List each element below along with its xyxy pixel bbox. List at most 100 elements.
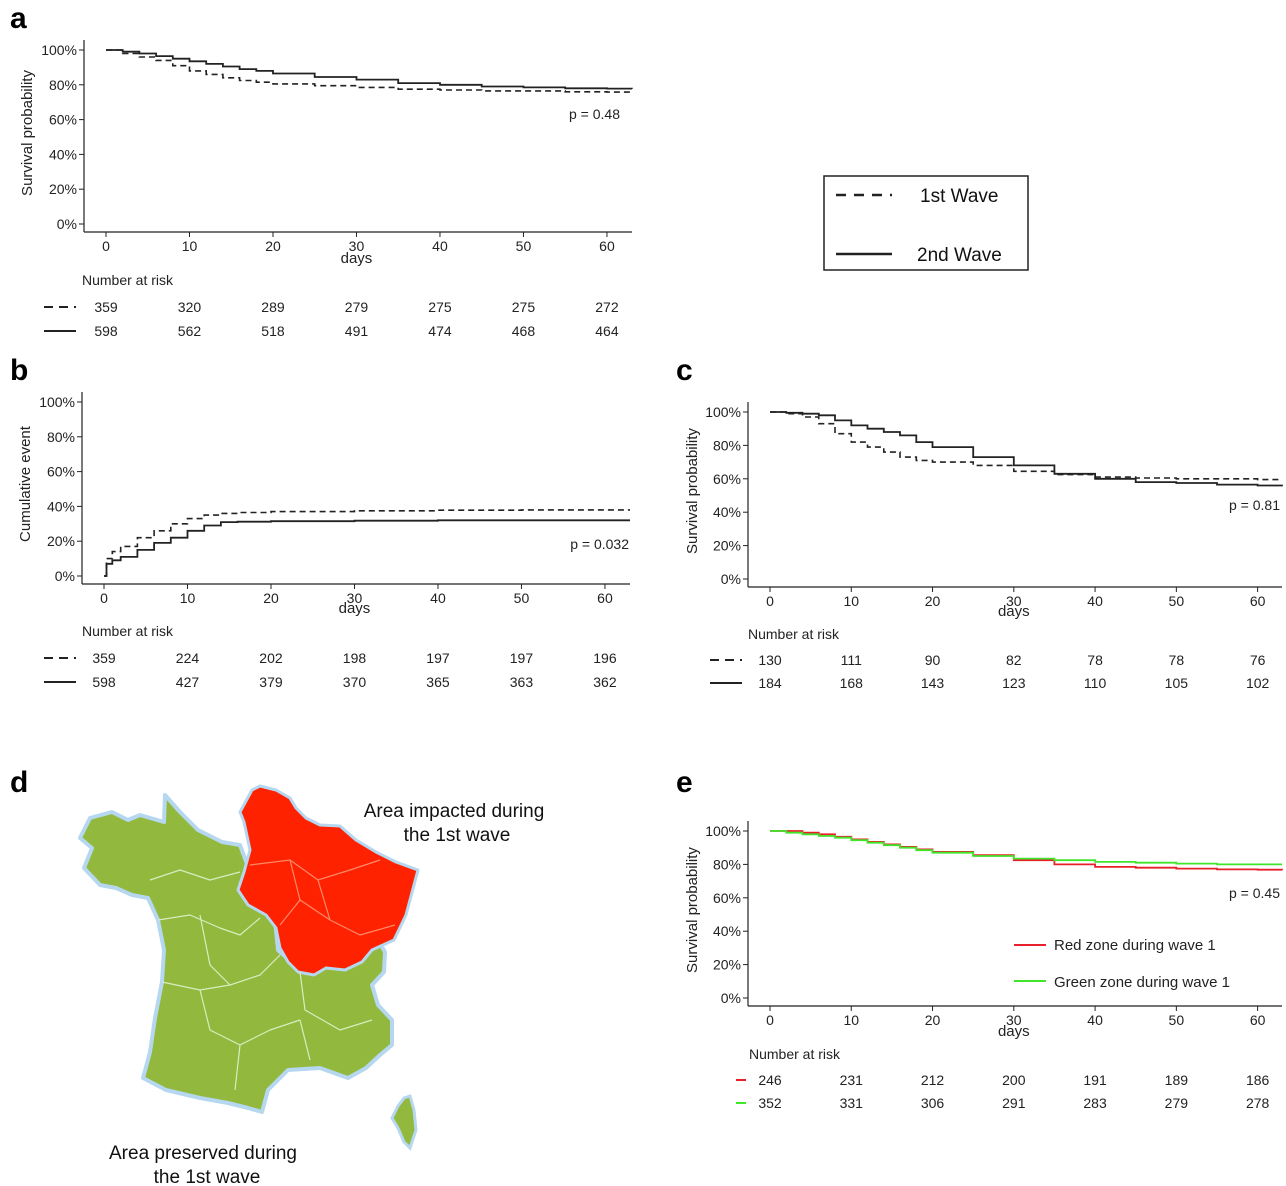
risk-value-c-1: 90 [925,652,941,668]
series-line-b-1 [104,509,630,577]
series-line-c-1 [770,411,1282,481]
y-tick-label-a: 80% [49,77,77,93]
y-tick-label-e: 20% [713,957,741,973]
risk-value-c-1: 82 [1006,652,1022,668]
zone-legend-green-label: Green zone during wave 1 [1054,974,1230,991]
map-corsica [390,1094,418,1151]
x-tick-label-e: 40 [1087,1012,1103,1028]
risk-value-e-1: 246 [758,1072,782,1088]
risk-table-title-a: Number at risk [82,272,174,288]
risk-value-a-2: 562 [178,323,202,339]
y-tick-label-b: 20% [47,533,75,549]
risk-value-b-1: 359 [92,650,116,666]
p-value-c: p = 0.81 [1229,497,1280,513]
x-tick-label-b: 40 [430,590,446,606]
y-tick-label-e: 100% [705,823,741,839]
x-tick-label-b: 60 [597,590,613,606]
zone-legend-red-label: Red zone during wave 1 [1054,937,1216,954]
x-tick-label-e: 10 [843,1012,859,1028]
chart-panel-a: 0% 20% 40% 60% 80% 100% 0 10 20 30 40 50 60 days Survi… [19,40,633,339]
wave-legend: 1st Wave 2nd Wave [823,175,1029,271]
risk-value-b-2: 598 [92,674,116,690]
series-line-c-2 [770,411,1283,487]
x-tick-label-a: 20 [265,238,281,254]
x-tick-label-b: 0 [100,590,108,606]
wave-legend-label-1st: 1st Wave [920,186,999,207]
risk-value-e-1: 200 [1002,1072,1026,1088]
y-tick-label-a: 40% [49,146,77,162]
x-tick-label-c: 30 [1006,593,1022,609]
risk-value-e-1: 191 [1083,1072,1107,1088]
risk-value-e-2: 278 [1246,1095,1270,1111]
risk-value-b-1: 198 [343,650,367,666]
x-tick-label-e: 50 [1169,1012,1185,1028]
y-tick-label-c: 100% [705,404,741,420]
p-value-e: p = 0.45 [1229,885,1280,901]
map-label-impacted-line2: the 1st wave [404,825,511,846]
x-tick-label-e: 30 [1006,1012,1022,1028]
chart-panel-e: 0% 20% 40% 60% 80% 100% 0 10 20 30 40 50 60 days Survi… [684,821,1283,1111]
risk-value-c-2: 105 [1165,675,1189,691]
risk-value-c-2: 168 [840,675,864,691]
map-label-preserved-line2: the 1st wave [154,1167,261,1186]
risk-value-e-2: 279 [1165,1095,1189,1111]
risk-value-a-1: 275 [428,299,452,315]
risk-value-e-1: 212 [921,1072,945,1088]
y-tick-label-c: 20% [713,538,741,554]
risk-value-b-1: 202 [259,650,283,666]
risk-value-a-2: 491 [345,323,369,339]
p-value-b: p = 0.032 [570,536,629,552]
x-tick-label-b: 20 [263,590,279,606]
y-tick-label-c: 0% [721,571,741,587]
x-tick-label-c: 40 [1087,593,1103,609]
y-axis-label-b: Cumulative event [17,425,34,542]
series-line-e-2 [770,830,1282,866]
risk-value-c-2: 184 [758,675,782,691]
x-tick-label-c: 0 [766,593,774,609]
panel-label-a: a [10,2,27,35]
risk-value-b-1: 224 [176,650,200,666]
chart-panel-b: 0% 20% 40% 60% 80% 100% 0 10 20 30 40 50 60 days Cumul… [17,392,630,690]
risk-value-c-2: 143 [921,675,945,691]
chart-panel-c: 0% 20% 40% 60% 80% 100% 0 10 20 30 40 50 60 days Survi… [684,402,1283,691]
x-tick-label-a: 40 [432,238,448,254]
y-tick-label-a: 100% [41,42,77,58]
risk-value-c-1: 130 [758,652,782,668]
risk-value-e-2: 352 [758,1095,782,1111]
y-tick-label-e: 80% [713,856,741,872]
y-axis-label-c: Survival probability [684,428,701,554]
risk-value-c-2: 123 [1002,675,1026,691]
risk-value-a-1: 320 [178,299,202,315]
risk-value-a-1: 275 [512,299,536,315]
risk-value-b-2: 365 [426,674,450,690]
y-tick-label-c: 60% [713,471,741,487]
map-label-impacted-line1: Area impacted during [364,801,545,822]
france-map: Area impacted during the 1st wave Area p… [78,784,545,1186]
x-tick-label-b: 30 [347,590,363,606]
y-tick-label-b: 40% [47,498,75,514]
y-tick-label-b: 100% [39,394,75,410]
y-axis-label-e: Survival probability [684,847,701,973]
x-tick-label-b: 50 [514,590,530,606]
risk-value-e-1: 231 [840,1072,864,1088]
risk-value-c-2: 110 [1084,675,1107,691]
map-label-preserved-line1: Area preserved during [109,1143,297,1164]
risk-value-b-2: 363 [510,674,534,690]
y-tick-label-a: 60% [49,112,77,128]
risk-value-e-2: 331 [840,1095,864,1111]
risk-table-title-c: Number at risk [748,626,840,642]
y-tick-label-a: 20% [49,181,77,197]
risk-value-e-2: 306 [921,1095,945,1111]
y-tick-label-e: 0% [721,990,741,1006]
y-tick-label-e: 60% [713,890,741,906]
y-tick-label-e: 40% [713,923,741,939]
risk-value-a-2: 598 [94,323,118,339]
risk-value-e-1: 189 [1165,1072,1189,1088]
zone-legend: Red zone during wave 1 Green zone during… [1014,937,1230,991]
series-line-b-2 [104,519,630,577]
panel-label-d: d [10,766,28,799]
risk-value-a-1: 279 [345,299,369,315]
y-tick-label-c: 80% [713,437,741,453]
map-region-borders [149,869,373,1091]
x-tick-label-c: 60 [1250,593,1266,609]
